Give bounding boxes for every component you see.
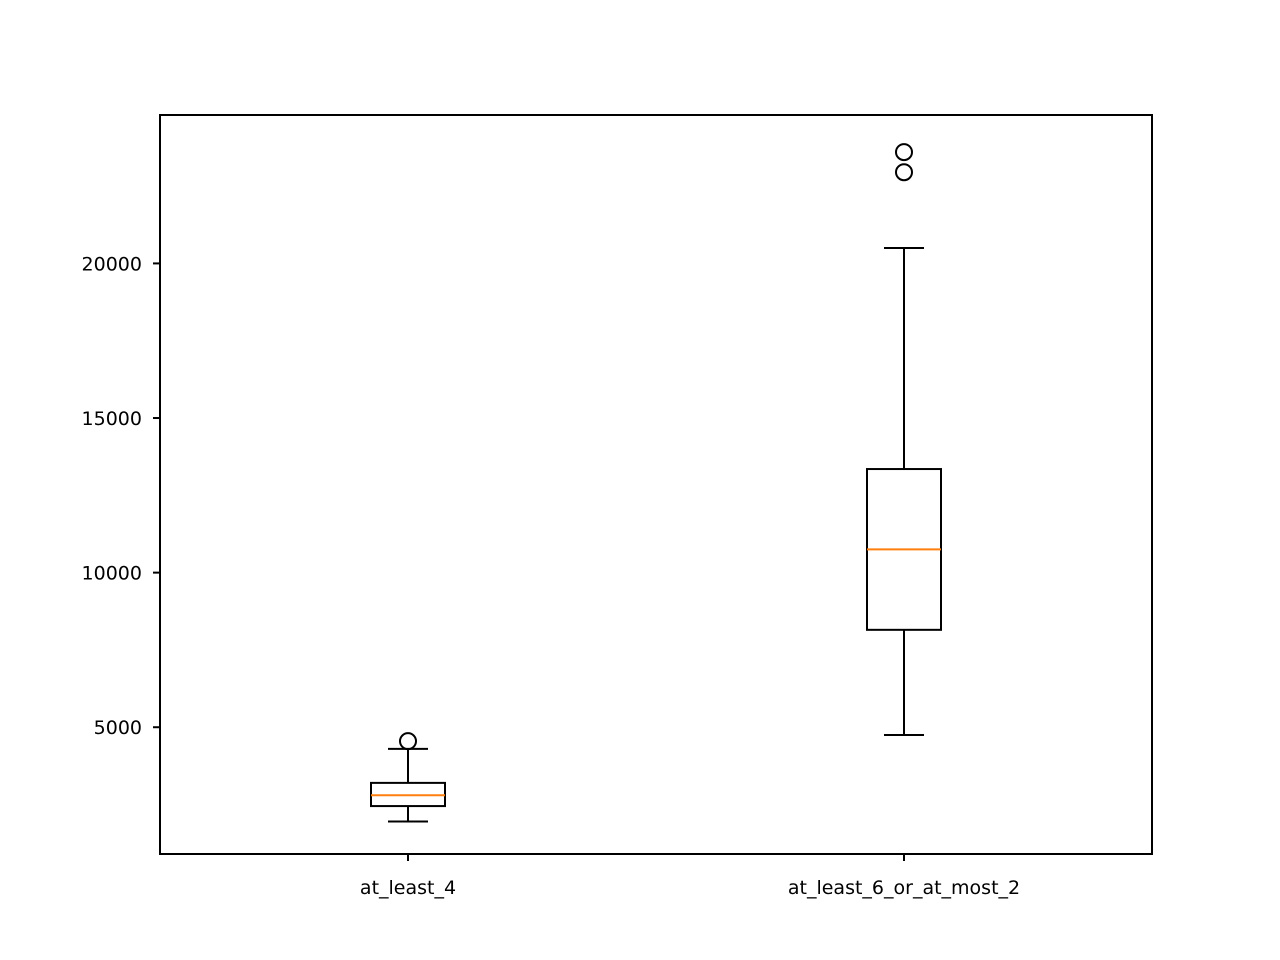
y-tick-label: 20000 [82,253,142,275]
plot-area: 5000 10000 15000 20000 at_least_4 at_least_6_… [82,114,1153,899]
outlier-point [399,732,417,751]
x-tick-label: at_least_4 [360,877,456,899]
y-tick-label: 15000 [82,408,142,430]
outlier-point [895,163,913,182]
outlier-point [895,143,913,162]
axes-frame [159,114,1153,855]
y-tick-label: 5000 [94,717,142,739]
x-tick-label: at_least_6_or_at_most_2 [788,877,1020,899]
y-tick-label: 10000 [82,563,142,585]
